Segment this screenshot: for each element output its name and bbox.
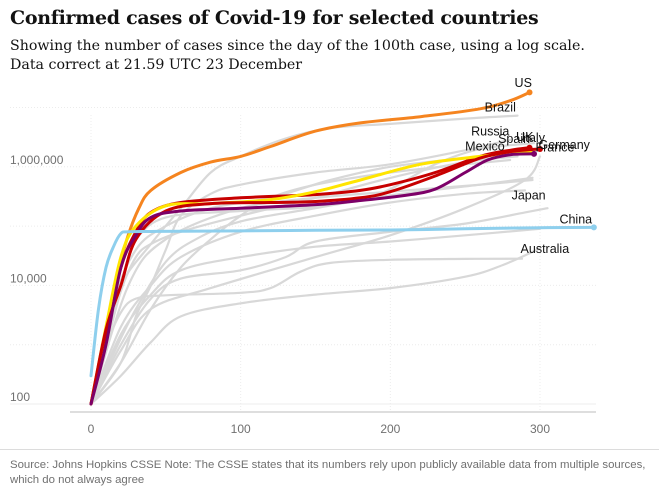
country-label-china: China — [559, 213, 592, 227]
country-label-uk: UK — [516, 130, 534, 144]
country-label-russia: Russia — [471, 124, 509, 138]
series-endpoint-germany — [531, 150, 538, 157]
y-tick-label: 10,000 — [10, 271, 47, 285]
country-label-germany: Germany — [539, 138, 591, 152]
country-label-italy: Italy — [522, 131, 546, 145]
chart-title: Confirmed cases of Covid-19 for selected… — [10, 7, 539, 29]
source-note: Source: Johns Hopkins CSSE Note: The CSS… — [10, 459, 646, 486]
series-line-background-e — [89, 227, 542, 406]
x-tick-label: 0 — [88, 422, 95, 436]
series-endpoint-italy — [537, 145, 543, 152]
x-tick-label: 100 — [231, 422, 251, 436]
country-label-australia: Australia — [521, 242, 570, 256]
x-tick-label: 200 — [380, 422, 400, 436]
series-endpoint-us — [526, 89, 533, 96]
country-label-japan: Japan — [512, 189, 546, 203]
x-tick-label: 300 — [530, 422, 550, 436]
series-endpoint-china — [590, 224, 597, 231]
country-label-spain: Spain — [498, 132, 530, 146]
series-line-germany — [89, 152, 536, 406]
country-label-france: France — [536, 141, 575, 155]
footer-divider — [0, 449, 659, 450]
chart-subtitle: Showing the number of cases since the da… — [10, 37, 650, 75]
grid-layer — [10, 107, 596, 413]
country-label-mexico: Mexico — [465, 139, 505, 153]
series-layer — [89, 89, 597, 406]
country-label-layer: US Brazil RussiaMexicoSpainUKItalyGermanyF… — [465, 76, 592, 256]
series-line-italy — [89, 147, 542, 406]
series-line-japan — [89, 207, 549, 406]
axis-tick-labels: 100 10,000 1,000,000 0 100 200 300 — [10, 153, 550, 436]
series-line-china — [89, 225, 596, 378]
subtitle-line-2: Data correct at 21.59 UTC 23 December — [10, 57, 303, 73]
country-label-us: US — [515, 76, 532, 90]
y-tick-label: 1,000,000 — [10, 153, 64, 167]
y-tick-label: 100 — [10, 390, 30, 404]
series-line-background-c — [89, 247, 542, 406]
subtitle-line-1: Showing the number of cases since the da… — [10, 38, 585, 54]
series-line-background-g — [89, 189, 527, 406]
country-label-brazil: Brazil — [485, 101, 516, 115]
series-line-australia — [89, 257, 524, 406]
series-line-mexico — [89, 158, 512, 406]
